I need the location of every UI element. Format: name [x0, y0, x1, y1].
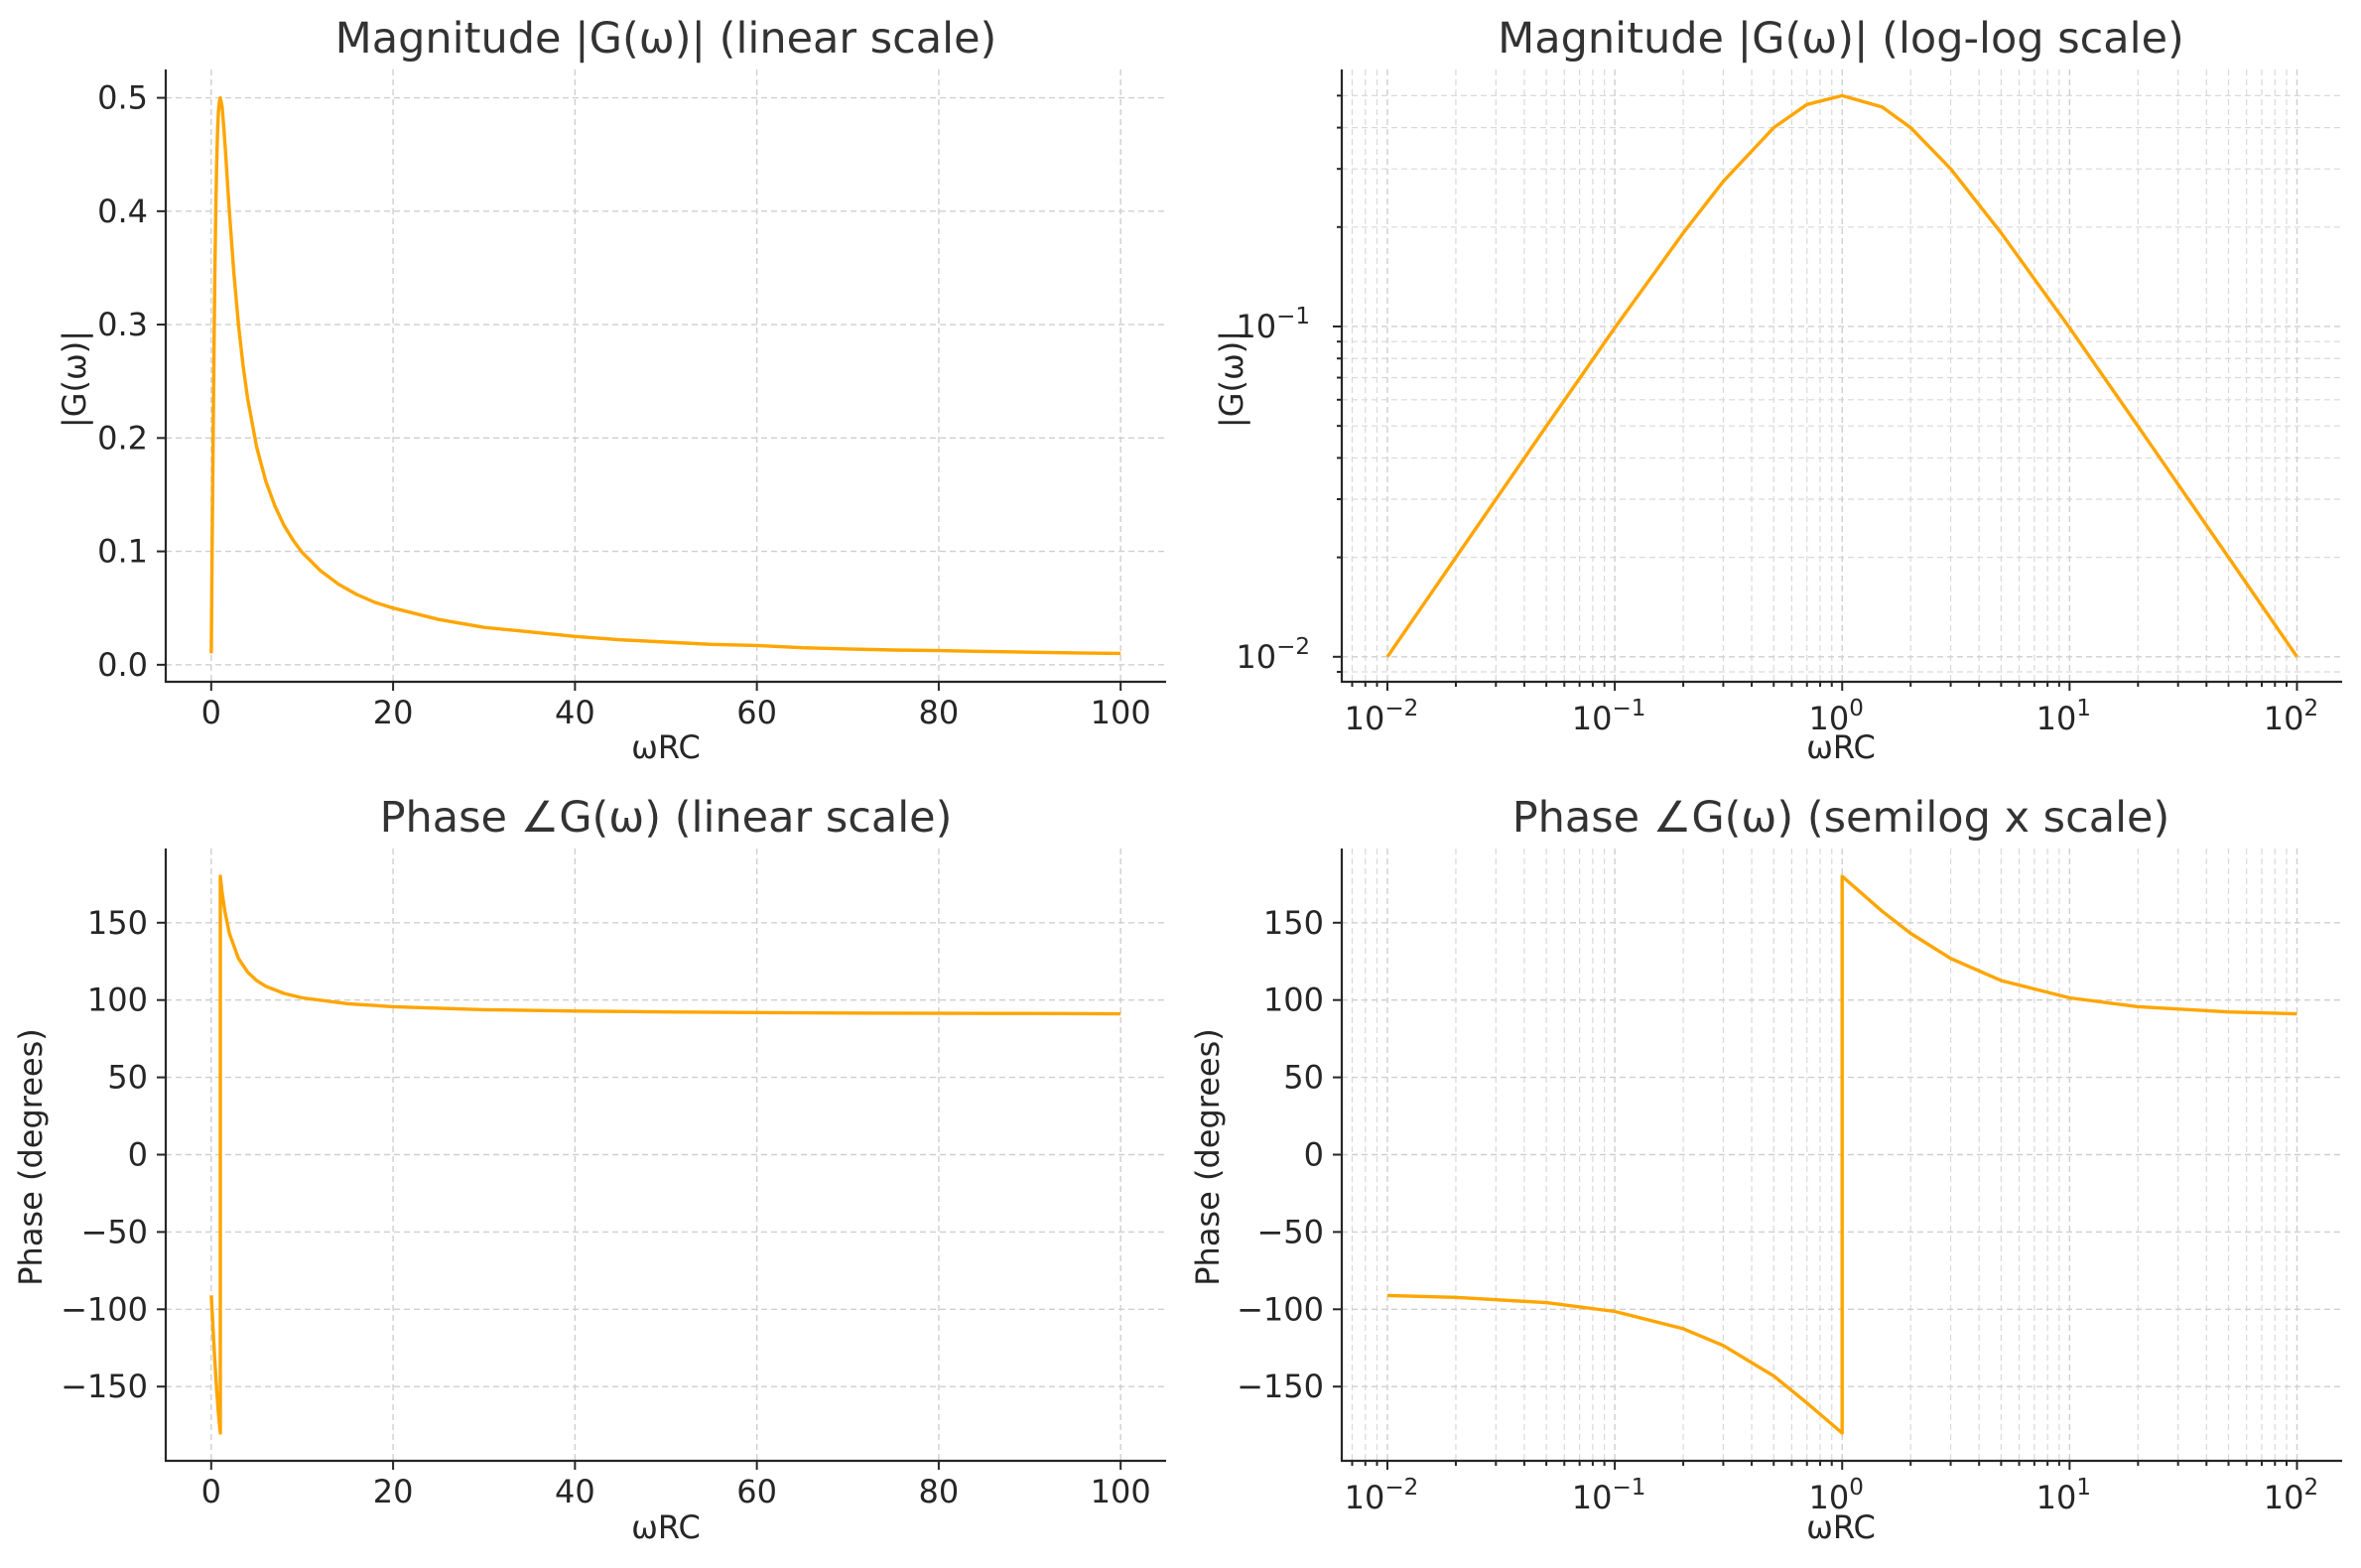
chart-title: Phase ∠G(ω) (semilog x scale): [1512, 793, 2170, 843]
y-tick-label: 0: [128, 1136, 148, 1174]
x-tick-label: 20: [373, 1473, 414, 1510]
x-tick-label: 101: [2036, 1475, 2091, 1516]
axis-spines: [1340, 69, 2342, 684]
grid: [1342, 69, 2342, 682]
axis-spines: [1340, 849, 2342, 1463]
y-tick-label: 100: [1263, 981, 1324, 1019]
y-axis-label: |G(ω)|: [1213, 330, 1250, 428]
y-tick-label: 0.2: [97, 419, 148, 457]
y-tick-label: −100: [1237, 1290, 1324, 1328]
x-tick-label: 80: [919, 694, 960, 731]
y-tick-label: 100: [87, 981, 148, 1019]
grid: [166, 849, 1166, 1461]
x-tick-label: 80: [919, 1473, 960, 1510]
y-axis-label: Phase (degrees): [12, 1028, 50, 1286]
chart-title: Phase ∠G(ω) (linear scale): [380, 793, 953, 843]
magnitude-linear-panel: Magnitude |G(ω)| (linear scale) ωRC |G(ω…: [56, 14, 1166, 766]
y-tick-label: 150: [87, 904, 148, 942]
x-axis-label: ωRC: [631, 1508, 701, 1546]
x-tick-label: 40: [555, 1473, 595, 1510]
x-tick-label: 10−1: [1572, 696, 1646, 737]
y-tick-label: 10−2: [1236, 634, 1310, 676]
y-tick-label: 50: [107, 1059, 148, 1097]
x-tick-label: 100: [1809, 696, 1864, 737]
series-line: [209, 874, 1121, 1435]
y-tick-label: −100: [61, 1290, 148, 1328]
phase-linear-panel: Phase ∠G(ω) (linear scale) ωRC Phase (de…: [12, 793, 1166, 1546]
x-axis-label: ωRC: [1806, 1508, 1876, 1546]
y-tick-label: 0.5: [97, 79, 148, 117]
phase-semilog-panel: Phase ∠G(ω) (semilog x scale) ωRC Phase …: [1189, 793, 2342, 1546]
x-tick-label: 10−2: [1345, 696, 1419, 737]
y-tick-label: −150: [61, 1368, 148, 1405]
axis-spines: [164, 849, 1166, 1463]
y-axis-label: Phase (degrees): [1189, 1028, 1227, 1286]
y-tick-label: 0.3: [97, 306, 148, 343]
x-tick-label: 10−2: [1345, 1475, 1419, 1516]
chart-title: Magnitude |G(ω)| (linear scale): [335, 14, 997, 64]
y-tick-label: −150: [1237, 1368, 1324, 1405]
x-tick-label: 102: [2264, 1475, 2318, 1516]
x-tick-label: 20: [373, 694, 414, 731]
series-line: [209, 95, 1121, 656]
x-tick-label: 100: [1091, 1473, 1151, 1510]
y-tick-label: −50: [1256, 1213, 1324, 1250]
x-tick-label: 0: [201, 694, 221, 731]
y-tick-label: 150: [1263, 904, 1324, 942]
x-tick-label: 102: [2264, 696, 2318, 737]
x-axis-label: ωRC: [1806, 728, 1876, 766]
x-tick-label: 100: [1091, 694, 1151, 731]
y-tick-label: 0.4: [97, 193, 148, 230]
y-tick-label: 50: [1283, 1059, 1324, 1097]
magnitude-loglog-panel: Magnitude |G(ω)| (log-log scale) ωRC |G(…: [1213, 14, 2342, 766]
x-tick-label: 101: [2036, 696, 2091, 737]
series-line: [1386, 874, 2297, 1435]
chart-title: Magnitude |G(ω)| (log-log scale): [1498, 14, 2184, 64]
x-tick-label: 0: [201, 1473, 221, 1510]
x-tick-label: 40: [555, 694, 595, 731]
y-axis-label: |G(ω)|: [56, 330, 93, 428]
x-tick-label: 60: [736, 694, 777, 731]
y-tick-label: 0.0: [97, 646, 148, 684]
x-axis-label: ωRC: [631, 728, 701, 766]
x-tick-label: 10−1: [1572, 1475, 1646, 1516]
y-tick-label: −50: [80, 1213, 148, 1250]
axis-spines: [164, 69, 1166, 684]
y-tick-label: 10−1: [1236, 304, 1310, 345]
x-tick-label: 100: [1809, 1475, 1864, 1516]
y-tick-label: 0.1: [97, 533, 148, 571]
x-tick-label: 60: [736, 1473, 777, 1510]
grid: [166, 69, 1166, 682]
y-tick-label: 0: [1304, 1136, 1324, 1174]
series-line: [1385, 93, 2298, 658]
